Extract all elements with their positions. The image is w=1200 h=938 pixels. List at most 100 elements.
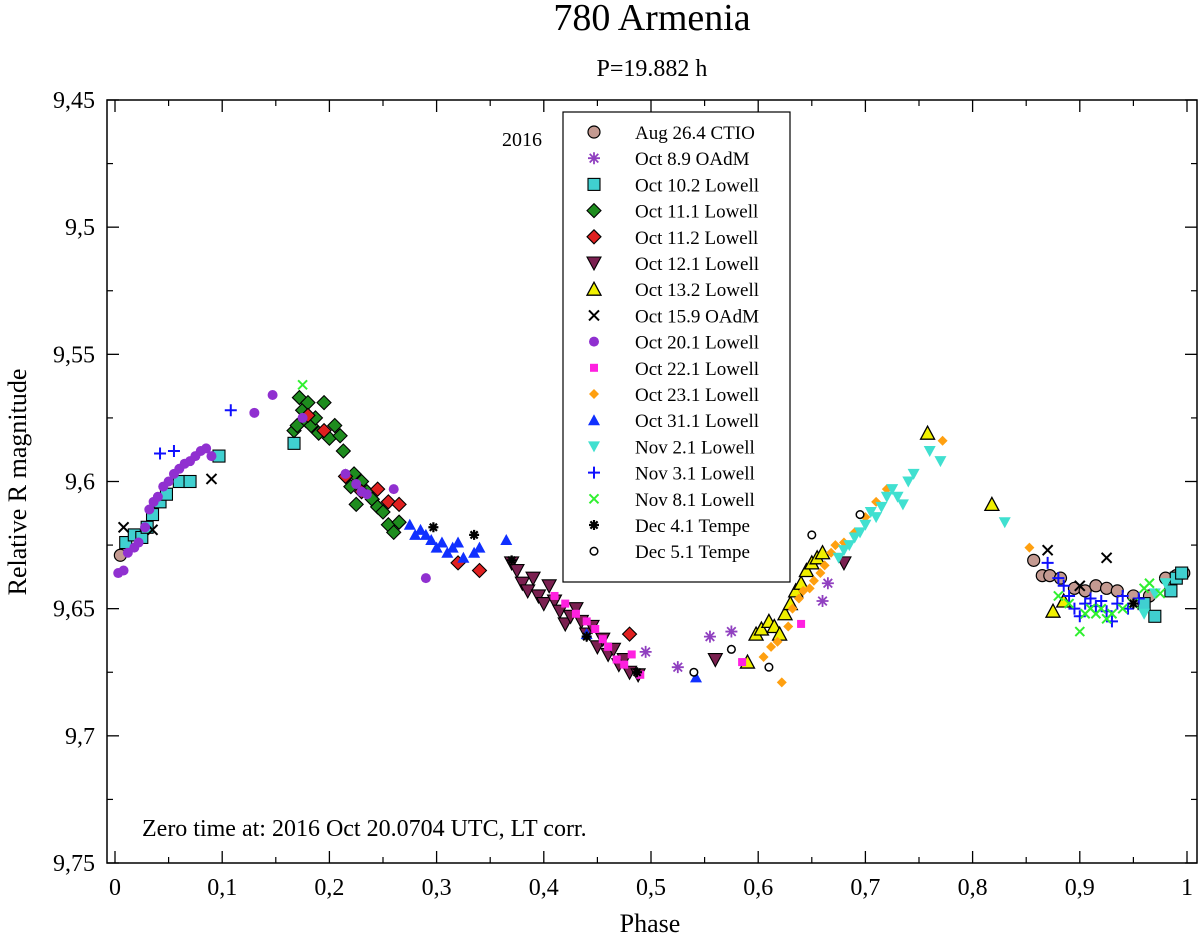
data-point-series-9	[612, 655, 621, 664]
data-point-series-0	[1027, 553, 1041, 567]
data-point-series-7	[117, 521, 130, 533]
data-point-series-8	[144, 504, 155, 515]
x-tick-label: 0,3	[422, 875, 452, 901]
data-point-series-4	[369, 481, 386, 497]
x-tick-label: 1	[1181, 875, 1193, 901]
data-point-series-12	[896, 499, 909, 511]
data-point-series-2	[1148, 609, 1162, 623]
legend-label: Oct 13.2 Lowell	[635, 280, 759, 301]
data-point-series-13	[154, 447, 167, 460]
data-point-series-5	[616, 652, 633, 668]
data-point-series-5	[535, 597, 552, 612]
data-point-series-3	[385, 524, 402, 541]
data-point-series-12	[848, 532, 861, 544]
data-point-series-16	[764, 662, 774, 672]
data-point-series-8	[340, 468, 351, 479]
data-points	[113, 379, 1191, 688]
data-point-series-8	[152, 491, 163, 502]
data-point-series-9	[797, 619, 806, 628]
legend-marker-10	[589, 389, 599, 399]
data-point-series-13	[1063, 589, 1076, 602]
data-point-series-11	[435, 536, 448, 548]
data-point-series-8	[267, 390, 278, 401]
data-point-series-10	[772, 636, 783, 647]
y-tick-label: 9,7	[65, 724, 95, 750]
data-point-series-11	[419, 528, 432, 540]
legend-box	[562, 111, 791, 583]
data-point-series-13	[1116, 589, 1129, 602]
data-point-series-8	[351, 479, 362, 490]
data-point-series-14	[1063, 598, 1075, 609]
data-point-series-13	[224, 404, 237, 417]
data-point-series-5	[541, 579, 558, 594]
data-point-series-12	[891, 491, 904, 503]
data-point-series-4	[471, 562, 488, 579]
data-point-series-11	[403, 518, 416, 530]
legend-label: Oct 10.2 Lowell	[635, 175, 759, 196]
data-point-series-3	[316, 394, 332, 411]
data-point-series-11	[457, 551, 470, 563]
data-point-series-16	[855, 510, 865, 520]
legend-label: Oct 23.1 Lowell	[635, 385, 759, 406]
x-tick-label: 0,9	[1065, 875, 1095, 901]
data-point-series-4	[621, 626, 638, 642]
data-point-series-16	[807, 530, 817, 540]
legend-label: Oct 22.1 Lowell	[635, 359, 759, 380]
data-point-series-11	[414, 523, 427, 535]
data-point-series-0	[1043, 569, 1057, 583]
data-point-series-8	[249, 407, 260, 418]
zero-time-annotation: Zero time at: 2016 Oct 20.0704 UTC, LT c…	[142, 816, 587, 842]
data-point-series-10	[826, 547, 837, 558]
data-point-series-12	[880, 491, 893, 503]
data-point-series-9	[620, 660, 629, 669]
x-tick-label: 0,7	[850, 875, 880, 901]
y-tick-label: 9,75	[53, 851, 95, 877]
data-point-series-10	[830, 540, 841, 551]
legend-label: Oct 31.1 Lowell	[635, 411, 759, 432]
data-point-series-5	[707, 652, 724, 668]
y-tick-label: 9,6	[65, 470, 95, 496]
legend-marker-13	[588, 466, 600, 479]
data-point-series-6	[1044, 602, 1062, 618]
data-point-series-7	[1074, 580, 1086, 592]
data-point-series-14	[297, 379, 308, 391]
data-point-series-9	[738, 658, 747, 667]
y-tick-label: 9,55	[53, 342, 95, 368]
chart-title: 780 Armenia	[553, 0, 750, 39]
legend-label: Nov 3.1 Lowell	[635, 464, 755, 485]
data-point-series-5	[530, 589, 547, 605]
data-point-series-12	[934, 456, 947, 468]
data-point-series-11	[690, 671, 703, 683]
legend-label: Dec 4.1 Tempe	[635, 516, 750, 537]
data-point-series-15	[506, 555, 517, 566]
data-point-series-16	[726, 644, 736, 654]
data-point-series-1	[639, 645, 652, 658]
data-point-series-13	[167, 444, 180, 457]
data-point-series-1	[816, 595, 829, 608]
data-point-series-10	[783, 621, 794, 632]
legend: Aug 26.4 CTIO Oct 8.9 OAdM Oct 10.2 Lowell…	[562, 111, 791, 583]
data-point-series-6	[983, 496, 1000, 512]
data-point-series-3	[335, 443, 352, 459]
data-point-series-12	[923, 445, 936, 457]
data-point-series-14	[1074, 626, 1086, 637]
data-point-series-5	[519, 584, 536, 600]
data-point-series-15	[469, 529, 480, 540]
legend-label: Oct 11.2 Lowell	[635, 228, 758, 249]
data-point-series-11	[425, 533, 438, 545]
data-point-series-10	[804, 583, 815, 594]
data-point-series-12	[875, 501, 888, 513]
data-point-series-13	[1084, 592, 1097, 605]
data-point-series-12	[907, 468, 920, 480]
data-point-series-10	[758, 651, 769, 662]
data-point-series-3	[391, 514, 407, 530]
data-point-series-8	[163, 476, 174, 487]
data-point-series-13	[1095, 595, 1108, 608]
data-point-series-13	[1057, 579, 1070, 592]
data-point-series-9	[571, 609, 580, 618]
data-point-series-4	[380, 494, 397, 510]
data-point-series-7	[1100, 552, 1113, 564]
data-point-series-0	[1089, 579, 1103, 593]
data-point-series-9	[550, 591, 559, 600]
